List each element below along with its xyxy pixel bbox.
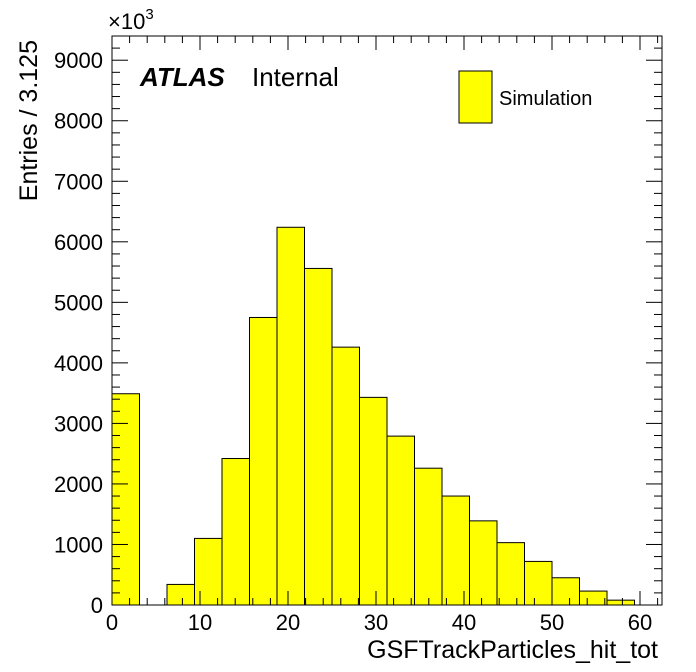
histogram-bar xyxy=(249,316,278,606)
histogram-bar xyxy=(111,393,140,606)
y-axis-title: Entries / 3.125 xyxy=(15,40,43,201)
histogram-bar xyxy=(304,267,333,606)
x-axis-ticks xyxy=(111,36,659,605)
internal-label: Internal xyxy=(252,62,339,92)
x-tick-label: 0 xyxy=(106,610,118,635)
histogram-bar xyxy=(606,599,635,606)
histogram-bar xyxy=(194,537,223,606)
histogram-bar xyxy=(359,396,388,606)
histogram-bars xyxy=(111,226,635,606)
x-tick-label: 20 xyxy=(276,610,300,635)
y-tick-label: 0 xyxy=(91,593,103,618)
y-tick-label: 4000 xyxy=(54,351,103,376)
histogram-bar xyxy=(469,520,498,606)
y-tick-label: 9000 xyxy=(54,48,103,73)
y-tick-label: 5000 xyxy=(54,290,103,315)
histogram-bar xyxy=(524,560,553,606)
y-axis-ticks xyxy=(112,35,662,606)
y-tick-labels: 0 1000 2000 3000 4000 5000 6000 7000 8000 9000 xyxy=(54,48,103,618)
histogram-bar xyxy=(551,577,580,606)
x-tick-label: 60 xyxy=(628,610,652,635)
histogram-bar xyxy=(441,495,470,606)
histogram-bar xyxy=(331,346,360,606)
histogram-bar xyxy=(579,590,608,606)
y-tick-label: 3000 xyxy=(54,411,103,436)
x-tick-label: 40 xyxy=(452,610,476,635)
y-multiplier-base: ×10 xyxy=(108,9,145,34)
x-tick-labels: 0 10 20 30 40 50 60 xyxy=(106,610,652,635)
x-axis-title: GSFTrackParticles_hit_tot xyxy=(367,636,658,664)
x-tick-label: 30 xyxy=(364,610,388,635)
y-tick-label: 6000 xyxy=(54,230,103,255)
y-multiplier: ×103 xyxy=(108,6,154,34)
y-multiplier-exponent: 3 xyxy=(145,6,153,23)
histogram-bar xyxy=(221,458,250,606)
histogram-bar xyxy=(386,435,415,606)
y-tick-label: 1000 xyxy=(54,532,103,557)
x-tick-label: 10 xyxy=(188,610,212,635)
atlas-label: ATLAS xyxy=(139,62,225,92)
histogram-bar xyxy=(276,226,305,606)
y-tick-label: 8000 xyxy=(54,109,103,134)
histogram-bar xyxy=(414,467,443,606)
y-tick-label: 2000 xyxy=(54,472,103,497)
plot-frame xyxy=(111,35,663,606)
legend-swatch-simulation xyxy=(458,70,493,124)
legend-label-simulation: Simulation xyxy=(499,88,592,110)
y-tick-label: 7000 xyxy=(54,169,103,194)
x-tick-label: 50 xyxy=(540,610,564,635)
histogram-bar xyxy=(496,542,525,606)
histogram-bar xyxy=(166,583,195,606)
